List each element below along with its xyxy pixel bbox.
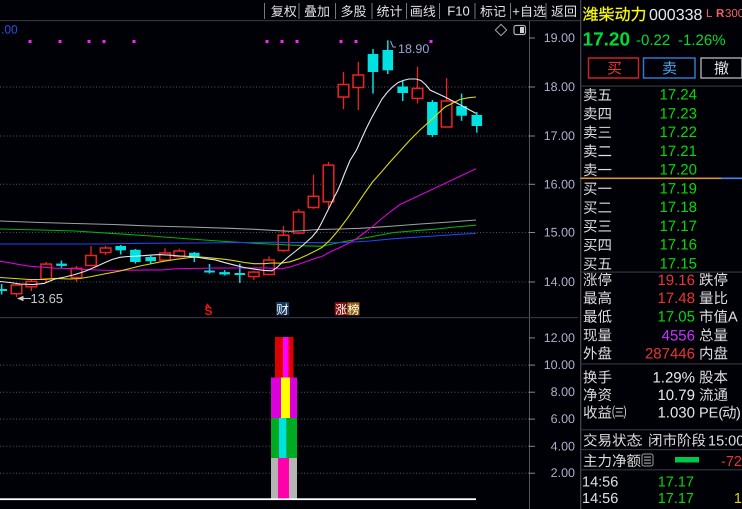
svg-text:F10: F10 bbox=[447, 4, 469, 19]
svg-text:19.16: 19.16 bbox=[657, 272, 695, 289]
svg-text:1.29%: 1.29% bbox=[652, 369, 695, 386]
svg-text:000338: 000338 bbox=[649, 7, 702, 24]
svg-text:17.15: 17.15 bbox=[659, 256, 697, 273]
svg-text:-72: -72 bbox=[721, 454, 742, 470]
svg-text:R: R bbox=[716, 8, 725, 20]
svg-text:14:56: 14:56 bbox=[582, 491, 618, 507]
svg-text:PE(: PE( bbox=[699, 406, 723, 422]
svg-text:15:00:0: 15:00:0 bbox=[708, 434, 742, 450]
svg-text:17.24: 17.24 bbox=[659, 87, 697, 104]
svg-text:17.16: 17.16 bbox=[659, 237, 697, 254]
svg-text:17.48: 17.48 bbox=[657, 290, 695, 307]
svg-text:16.00: 16.00 bbox=[544, 177, 575, 191]
svg-text:17.17: 17.17 bbox=[658, 474, 694, 490]
svg-text:S: S bbox=[205, 304, 213, 318]
svg-text:-1.26%: -1.26% bbox=[678, 32, 726, 49]
svg-text:17.05: 17.05 bbox=[657, 309, 695, 326]
svg-text:17.21: 17.21 bbox=[659, 143, 697, 160]
svg-text:1.030: 1.030 bbox=[657, 405, 695, 422]
svg-text:300: 300 bbox=[725, 8, 742, 20]
svg-text:18.00: 18.00 bbox=[544, 80, 575, 94]
svg-text:2.00: 2.00 bbox=[551, 466, 575, 480]
svg-text:17.17: 17.17 bbox=[658, 491, 694, 507]
svg-text:17.17: 17.17 bbox=[659, 218, 697, 235]
svg-text:17.19: 17.19 bbox=[659, 180, 697, 197]
svg-text:A: A bbox=[728, 310, 738, 326]
svg-text:14:56: 14:56 bbox=[582, 474, 618, 490]
svg-text:287446: 287446 bbox=[645, 346, 695, 363]
svg-text:10.00: 10.00 bbox=[544, 358, 575, 372]
svg-text:14.00: 14.00 bbox=[544, 275, 575, 289]
svg-text:4556: 4556 bbox=[662, 327, 695, 344]
svg-text:+: + bbox=[512, 4, 520, 19]
svg-text:18.90: 18.90 bbox=[398, 42, 429, 56]
svg-text:17.22: 17.22 bbox=[659, 124, 697, 141]
svg-text:L: L bbox=[706, 8, 713, 20]
svg-text:6.00: 6.00 bbox=[551, 412, 575, 426]
svg-text:4.00: 4.00 bbox=[551, 439, 575, 453]
svg-text:17.00: 17.00 bbox=[544, 129, 575, 143]
svg-text:.00: .00 bbox=[1, 23, 18, 37]
svg-text:17.20: 17.20 bbox=[583, 30, 631, 51]
svg-text:17.18: 17.18 bbox=[659, 199, 697, 216]
svg-text:17.23: 17.23 bbox=[659, 105, 697, 122]
svg-text:15.00: 15.00 bbox=[544, 226, 575, 240]
svg-text:13.65: 13.65 bbox=[31, 291, 64, 306]
svg-text:12.00: 12.00 bbox=[544, 331, 575, 345]
svg-text:10.79: 10.79 bbox=[657, 387, 695, 404]
svg-text:1: 1 bbox=[734, 491, 742, 507]
svg-text:19.00: 19.00 bbox=[544, 31, 575, 45]
svg-text:8.00: 8.00 bbox=[551, 385, 575, 399]
svg-text::: : bbox=[639, 434, 643, 450]
svg-text:): ) bbox=[736, 406, 741, 422]
svg-text:17.20: 17.20 bbox=[659, 162, 697, 179]
svg-text:-0.22: -0.22 bbox=[636, 32, 670, 49]
